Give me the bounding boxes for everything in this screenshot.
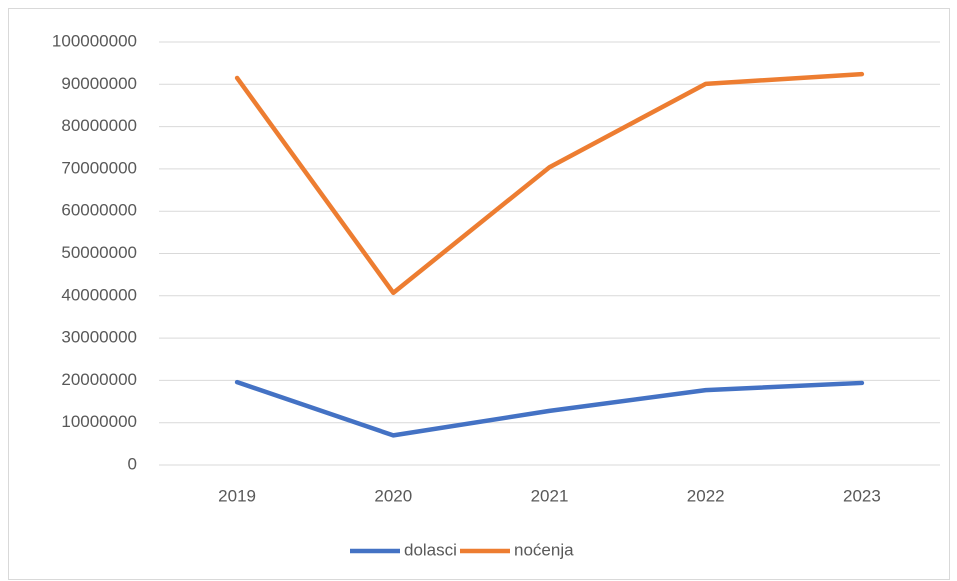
x-tick-label: 2022 — [687, 486, 725, 505]
y-tick-label: 40000000 — [61, 285, 137, 304]
y-tick-label: 20000000 — [61, 370, 137, 389]
y-tick-label: 90000000 — [61, 74, 137, 93]
y-tick-label: 0 — [128, 454, 137, 473]
legend-label: noćenja — [514, 540, 574, 559]
series-line — [234, 71, 865, 296]
chart-frame — [8, 8, 950, 580]
y-tick-label: 60000000 — [61, 201, 137, 220]
legend-label: dolasci — [404, 540, 457, 559]
x-tick-label: 2023 — [843, 486, 881, 505]
x-tick-label: 2020 — [374, 486, 412, 505]
y-tick-label: 30000000 — [61, 328, 137, 347]
y-tick-label: 70000000 — [61, 158, 137, 177]
y-tick-label: 100000000 — [52, 31, 137, 50]
y-tick-label: 50000000 — [61, 243, 137, 262]
y-tick-label: 80000000 — [61, 116, 137, 135]
series-line — [234, 379, 865, 438]
y-tick-label: 10000000 — [61, 412, 137, 431]
x-tick-label: 2021 — [531, 486, 569, 505]
x-tick-label: 2019 — [218, 486, 256, 505]
